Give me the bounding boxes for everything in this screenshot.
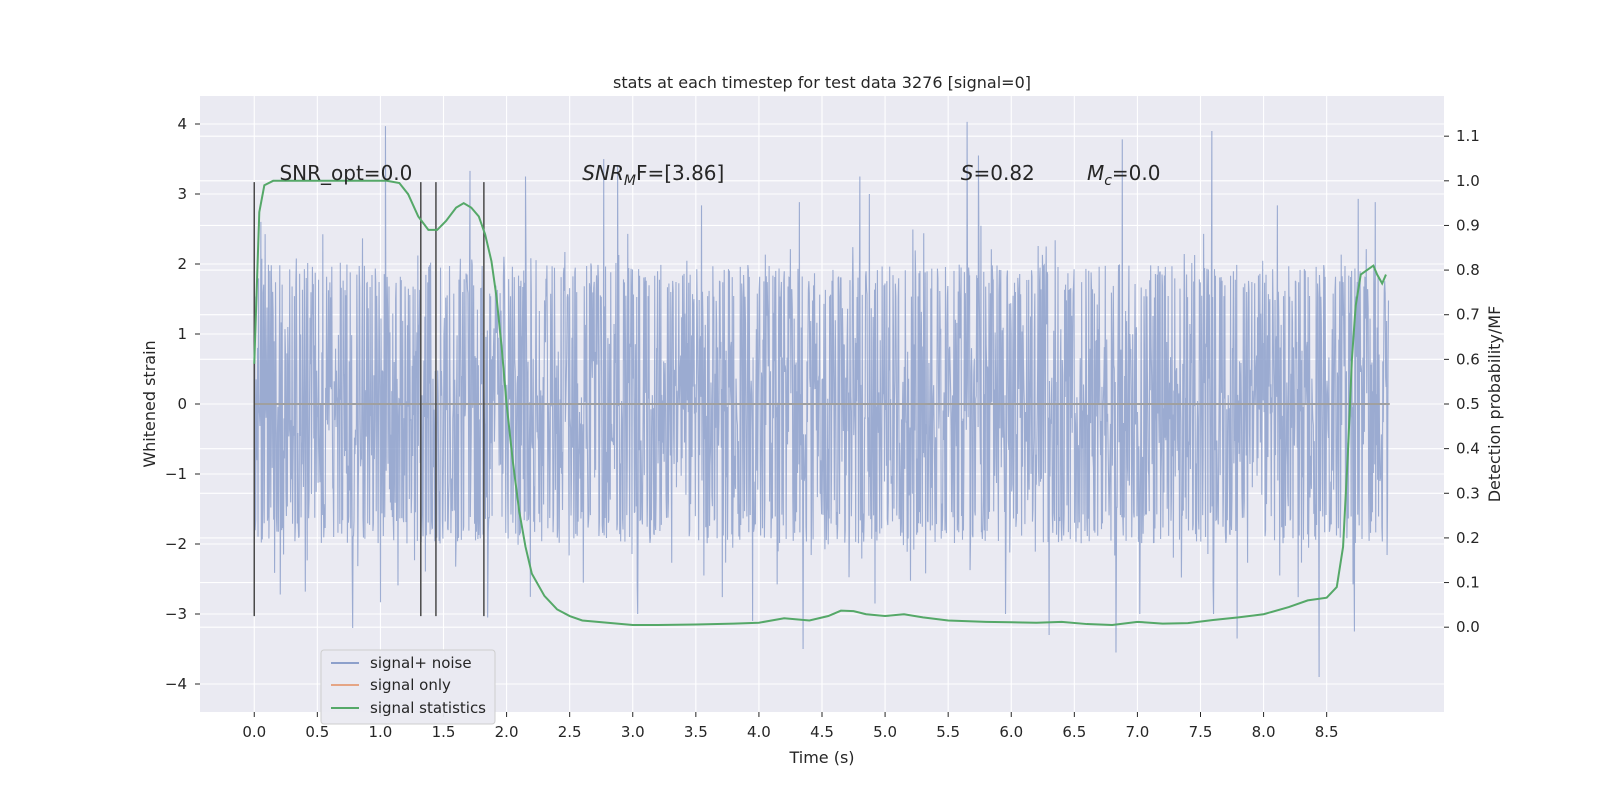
y-right-tick-label: 0.8 [1456,261,1480,279]
y-right-tick-label: 0.2 [1456,529,1480,547]
x-tick-label: 6.5 [1062,723,1086,741]
x-tick-label: 6.0 [999,723,1023,741]
y-right-tick-label: 0.1 [1456,574,1480,592]
legend-label-signal-only: signal only [370,676,451,694]
x-tick-label: 5.0 [873,723,897,741]
annotation: Mc=0.0 [1087,161,1161,189]
y-tick-label: −2 [165,535,187,553]
legend-label-noise: signal+ noise [370,654,472,672]
y-right-tick-label: 0.6 [1456,350,1480,368]
y-tick-label: −4 [165,675,187,693]
x-tick-label: 4.5 [810,723,834,741]
x-tick-label: 2.5 [558,723,582,741]
annotation: SNR_opt=0.0 [279,161,412,185]
y-tick-label: 2 [177,255,187,273]
legend-label-statistics: signal statistics [370,699,486,717]
marker-lines [253,182,485,617]
y-right-tick-label: 0.0 [1456,618,1480,636]
signal-statistics-line [253,179,1387,626]
x-tick-label: 7.0 [1125,723,1149,741]
y-tick-label: 0 [177,395,187,413]
x-tick-label: 1.0 [368,723,392,741]
annotation: SNRMF=[3.86] [582,161,724,189]
x-tick-label: 7.5 [1189,723,1213,741]
chart-title: stats at each timestep for test data 327… [613,73,1031,92]
x-axis-label: Time (s) [788,748,854,767]
y-right-tick-label: 0.5 [1456,395,1480,413]
y-axis-right-ticks: 1.1 1.0 0.9 0.8 0.7 0.6 0.5 0.4 0.3 0.2 0.1 0.0 [1444,127,1480,636]
x-tick-label: 3.5 [684,723,708,741]
legend-box [320,649,496,725]
x-axis-ticks: 0.0 0.5 1.0 1.5 2.0 2.5 3.0 3.5 4.0 4.5 5.0 5.5 6.0 6… [242,712,1339,741]
y-tick-label: 4 [177,115,187,133]
x-tick-label: 8.5 [1315,723,1339,741]
y-tick-label: −3 [165,605,187,623]
y-tick-label: −1 [165,465,187,483]
annotations: SNR_opt=0.0 SNRMF=[3.86] S=0.82 Mc=0.0 [279,161,1160,189]
x-tick-label: 5.5 [936,723,960,741]
x-tick-label: 4.0 [747,723,771,741]
noise-trace [253,121,1390,678]
noise-series [253,121,1390,678]
x-tick-label: 8.0 [1252,723,1276,741]
y-tick-label: 1 [177,325,187,343]
annotation: S=0.82 [961,161,1035,185]
x-tick-label: 1.5 [432,723,456,741]
y-axis-label: Whitened strain [140,340,159,467]
y-axis-right-label: Detection probability/MF [1485,306,1504,503]
legend: signal+ noise signal only signal statist… [320,649,496,725]
x-tick-label: 0.5 [305,723,329,741]
y-right-tick-label: 0.3 [1456,484,1480,502]
x-tick-label: 2.0 [495,723,519,741]
signal-statistics-series [253,179,1387,626]
y-right-tick-label: 1.1 [1456,127,1480,145]
x-tick-label: 0.0 [242,723,266,741]
y-axis-ticks: 4 3 2 1 0 −1 −2 −3 −4 [165,115,200,693]
x-tick-label: 3.0 [621,723,645,741]
y-right-tick-label: 0.4 [1456,440,1480,458]
y-right-tick-label: 0.9 [1456,216,1480,234]
y-right-tick-label: 0.7 [1456,306,1480,324]
y-right-tick-label: 1.0 [1456,172,1480,190]
y-tick-label: 3 [177,185,187,203]
